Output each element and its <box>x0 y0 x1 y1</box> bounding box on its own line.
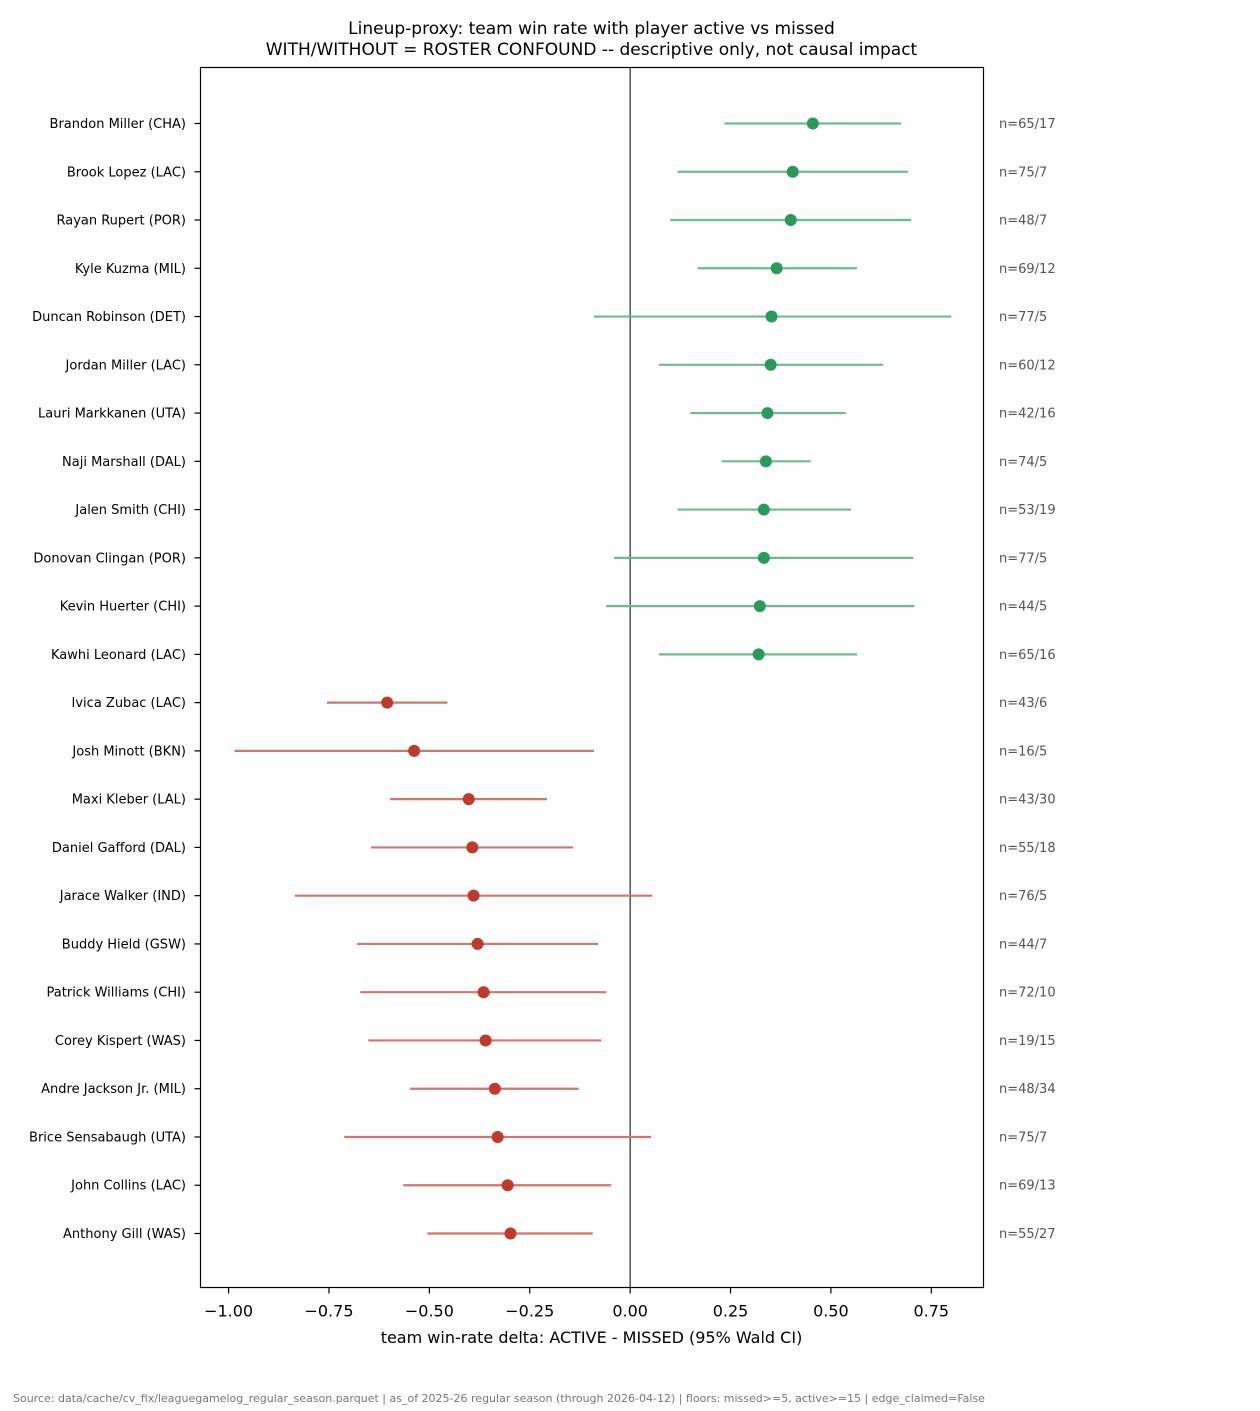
estimate-point <box>753 600 766 613</box>
estimate-point <box>765 310 778 323</box>
chart-subtitle: WITH/WITHOUT = ROSTER CONFOUND -- descri… <box>265 40 918 60</box>
estimate-point <box>764 358 777 371</box>
estimate-point <box>786 165 799 178</box>
sample-size-label: n=74/5 <box>999 455 1047 470</box>
estimate-point <box>757 551 770 564</box>
x-tick-label: −0.50 <box>405 1302 454 1321</box>
y-tick-label: Andre Jackson Jr. (MIL) <box>41 1082 186 1097</box>
y-tick-label: Ivica Zubac (LAC) <box>72 696 186 711</box>
y-tick-label: Brice Sensabaugh (UTA) <box>29 1130 186 1145</box>
estimate-point <box>504 1227 517 1240</box>
estimate-point <box>770 262 783 275</box>
sample-size-label: n=48/7 <box>999 214 1047 229</box>
sample-size-label: n=44/5 <box>999 600 1047 615</box>
sample-size-label: n=77/5 <box>999 551 1047 566</box>
sample-size-label: n=43/6 <box>999 696 1047 711</box>
estimate-point <box>759 455 772 468</box>
y-tick-label: Donovan Clingan (POR) <box>33 551 186 566</box>
x-tick-label: −0.75 <box>304 1302 353 1321</box>
sample-size-label: n=72/10 <box>999 986 1056 1001</box>
y-tick-label: Kawhi Leonard (LAC) <box>51 648 186 663</box>
y-tick-label: Daniel Gafford (DAL) <box>52 841 186 856</box>
sample-size-label: n=42/16 <box>999 407 1056 422</box>
y-tick-label: Josh Minott (BKN) <box>71 744 186 759</box>
estimate-point <box>761 407 774 420</box>
sample-size-label: n=77/5 <box>999 310 1047 325</box>
estimate-point <box>491 1130 504 1143</box>
estimate-point <box>757 503 770 516</box>
y-tick-label: Kyle Kuzma (MIL) <box>75 262 186 277</box>
estimate-point <box>488 1082 501 1095</box>
sample-size-label: n=75/7 <box>999 1130 1047 1145</box>
estimate-point <box>479 1034 492 1047</box>
y-tick-label: Corey Kispert (WAS) <box>55 1034 186 1049</box>
x-tick-label: 0.75 <box>913 1302 949 1321</box>
sample-size-label: n=16/5 <box>999 744 1047 759</box>
y-tick-label: Maxi Kleber (LAL) <box>72 793 186 808</box>
sample-size-label: n=76/5 <box>999 889 1047 904</box>
sample-size-label: n=43/30 <box>999 793 1056 808</box>
x-tick-label: −0.25 <box>505 1302 554 1321</box>
estimate-point <box>467 889 480 902</box>
x-tick-label: 0.25 <box>713 1302 749 1321</box>
estimate-point <box>408 744 421 757</box>
y-tick-label: Rayan Rupert (POR) <box>56 214 186 229</box>
estimate-point <box>462 793 475 806</box>
estimate-point <box>784 214 797 227</box>
y-tick-label: Buddy Hield (GSW) <box>62 937 186 952</box>
estimate-point <box>752 648 765 661</box>
source-footer: Source: data/cache/cv_fix/leaguegamelog_… <box>13 1392 985 1405</box>
estimate-point <box>381 696 394 709</box>
sample-size-label: n=44/7 <box>999 937 1047 952</box>
y-tick-label: Anthony Gill (WAS) <box>63 1227 186 1242</box>
sample-size-label: n=55/18 <box>999 841 1056 856</box>
y-tick-label: Brook Lopez (LAC) <box>67 165 186 180</box>
chart-title: Lineup-proxy: team win rate with player … <box>348 19 835 39</box>
plot-frame <box>199 66 985 1289</box>
sample-size-label: n=65/16 <box>999 648 1056 663</box>
y-tick-label: Naji Marshall (DAL) <box>62 455 186 470</box>
sample-size-label: n=60/12 <box>999 358 1056 373</box>
sample-size-label: n=65/17 <box>999 117 1056 132</box>
y-tick-label: Duncan Robinson (DET) <box>32 310 186 325</box>
estimate-point <box>501 1179 514 1192</box>
y-tick-label: Jarace Walker (IND) <box>59 889 186 904</box>
y-tick-label: John Collins (LAC) <box>70 1179 186 1194</box>
x-tick-label: −1.00 <box>204 1302 253 1321</box>
y-tick-label: Jalen Smith (CHI) <box>74 503 186 518</box>
y-tick-label: Lauri Markkanen (UTA) <box>38 407 186 422</box>
x-axis-label: team win-rate delta: ACTIVE - MISSED (95… <box>381 1328 803 1347</box>
sample-size-label: n=69/12 <box>999 262 1056 277</box>
y-tick-label: Jordan Miller (LAC) <box>65 358 186 373</box>
x-tick-label: 0.50 <box>813 1302 849 1321</box>
estimate-point <box>477 986 490 999</box>
sample-size-label: n=19/15 <box>999 1034 1056 1049</box>
sample-size-label: n=53/19 <box>999 503 1056 518</box>
x-tick-label: 0.00 <box>612 1302 648 1321</box>
sample-size-label: n=75/7 <box>999 165 1047 180</box>
estimate-point <box>466 841 479 854</box>
estimate-point <box>471 937 484 950</box>
y-tick-label: Kevin Huerter (CHI) <box>60 600 186 615</box>
sample-size-label: n=69/13 <box>999 1179 1056 1194</box>
y-tick-label: Patrick Williams (CHI) <box>47 986 186 1001</box>
estimate-point <box>806 117 819 130</box>
sample-size-label: n=48/34 <box>999 1082 1056 1097</box>
y-tick-label: Brandon Miller (CHA) <box>50 117 186 132</box>
sample-size-label: n=55/27 <box>999 1227 1056 1242</box>
